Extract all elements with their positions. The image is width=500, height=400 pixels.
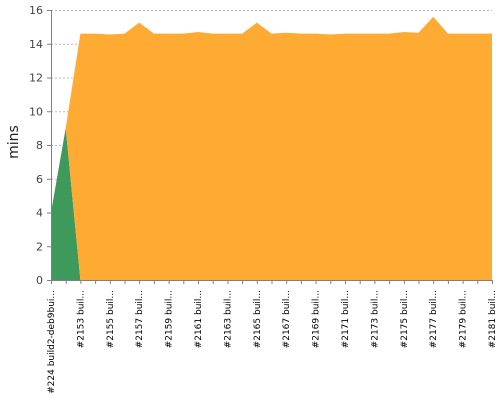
y-tick-label: 2 [36, 240, 43, 253]
x-tick-label: #2173 buil... [370, 290, 380, 348]
x-tick-label: #2155 buil... [106, 290, 116, 348]
x-tick-label: #2157 buil... [135, 290, 145, 348]
x-tick-label: #2159 buil... [165, 290, 175, 348]
axes [47, 10, 493, 284]
y-axis-title: mins [6, 125, 22, 159]
x-tick-label: #2181 buil... [488, 290, 498, 348]
y-tick-label: 6 [36, 173, 43, 186]
y-tick-label: 10 [29, 105, 43, 118]
series-area-2 [51, 16, 492, 280]
series-areas [51, 16, 492, 280]
x-tick-label: #2171 buil... [341, 290, 351, 348]
y-tick-label: 8 [36, 139, 43, 152]
x-tick-label: #224 build2-deb9bui... [47, 290, 57, 394]
x-tick-label: #2165 buil... [253, 290, 263, 348]
x-tick-label: #2175 buil... [400, 290, 410, 348]
x-tick-label: #2179 buil... [459, 290, 469, 348]
y-tick-label: 16 [29, 4, 43, 17]
y-tick-label: 4 [36, 207, 43, 220]
x-tick-labels: #224 build2-deb9bui... #2153 buil... #2155… [47, 290, 498, 394]
x-tick-label: #2163 buil... [223, 290, 233, 348]
x-tick-label: #2153 buil... [76, 290, 86, 348]
y-tick-label: 14 [29, 38, 43, 51]
y-tick-label: 12 [29, 72, 43, 85]
x-tick-label: #2167 buil... [282, 290, 292, 348]
x-tick-label: #2177 buil... [429, 290, 439, 348]
y-tick-label: 0 [36, 274, 43, 287]
x-tick-label: #2161 buil... [194, 290, 204, 348]
y-tick-labels: 0 2 4 6 8 10 12 14 16 [29, 4, 43, 287]
x-tick-label: #2169 buil... [312, 290, 322, 348]
